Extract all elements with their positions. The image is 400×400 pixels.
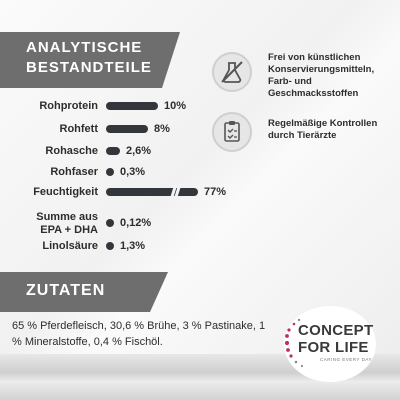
nutrient-label: Rohprotein: [39, 100, 98, 112]
nutrient-value: 0,12%: [120, 217, 152, 229]
nutrient-label: Rohfaser: [50, 166, 98, 178]
analysis-title-banner: ANALYTISCHE BESTANDTEILE: [0, 32, 180, 88]
nutrient-bar: [106, 147, 120, 155]
nutrient-row-epa-dha: Summe aus EPA + DHA 0,12%: [0, 211, 260, 236]
logo-line1: CONCEPT: [298, 322, 374, 339]
nutrient-row-rohfett: Rohfett 8%: [0, 121, 260, 137]
nutrient-bar: [106, 219, 114, 227]
nutrient-label: Feuchtigkeit: [33, 186, 98, 198]
analysis-title-line1: ANALYTISCHE: [26, 39, 143, 56]
claim-text: Regelmäßige Kontrollen durch Tierärzte: [268, 118, 378, 141]
analysis-title-line2: BESTANDTEILE: [26, 59, 152, 76]
nutrient-bar: [106, 242, 114, 250]
nutrient-row-rohfaser: Rohfaser 0,3%: [0, 164, 260, 180]
brand-logo: CONCEPT FOR LIFE CARING EVERY DAY: [282, 300, 386, 384]
nutrient-label: Linolsäure: [42, 240, 98, 252]
nutrient-label: Summe aus EPA + DHA: [0, 211, 98, 237]
nutrient-row-feuchtigkeit: Feuchtigkeit 77%: [0, 183, 260, 201]
nutrient-value: 0,3%: [120, 166, 146, 178]
nutrient-bar: [106, 168, 114, 176]
ingredients-text: 65 % Pferdefleisch, 30,6 % Brühe, 3 % Pa…: [12, 320, 266, 348]
nutrient-label-line2: EPA + DHA: [40, 224, 98, 236]
nutrient-row-linolsaeure: Linolsäure 1,3%: [0, 238, 260, 254]
nutrient-label-line1: Summe aus: [36, 211, 98, 223]
nutrient-bar: [106, 125, 148, 133]
ingredients-title: ZUTATEN: [26, 282, 106, 299]
nutrient-value: 10%: [164, 100, 187, 112]
nutrient-value: 1,3%: [120, 240, 146, 252]
logo-tagline: CARING EVERY DAY: [320, 357, 373, 362]
clipboard-check-icon: [212, 112, 252, 152]
nutrient-value: 2,6%: [126, 145, 152, 157]
logo-line2: FOR LIFE: [298, 339, 369, 356]
claim-text: Frei von künstlichen Konservierungsmitte…: [268, 52, 375, 99]
nutrient-row-rohasche: Rohasche 2,6%: [0, 143, 260, 159]
ingredients-title-banner: ZUTATEN: [0, 272, 168, 312]
nutrient-value: 8%: [154, 123, 170, 135]
nutrient-value: 77%: [204, 186, 227, 198]
nutrient-label: Rohfett: [59, 123, 99, 135]
nutrient-label: Rohasche: [45, 145, 98, 157]
nutrient-bar: [106, 102, 158, 110]
nutrient-row-rohprotein: Rohprotein 10%: [0, 98, 260, 114]
nutrient-bar: [106, 188, 198, 196]
scale-break-icon: [169, 183, 182, 201]
flask-crossed-icon: [212, 52, 252, 92]
